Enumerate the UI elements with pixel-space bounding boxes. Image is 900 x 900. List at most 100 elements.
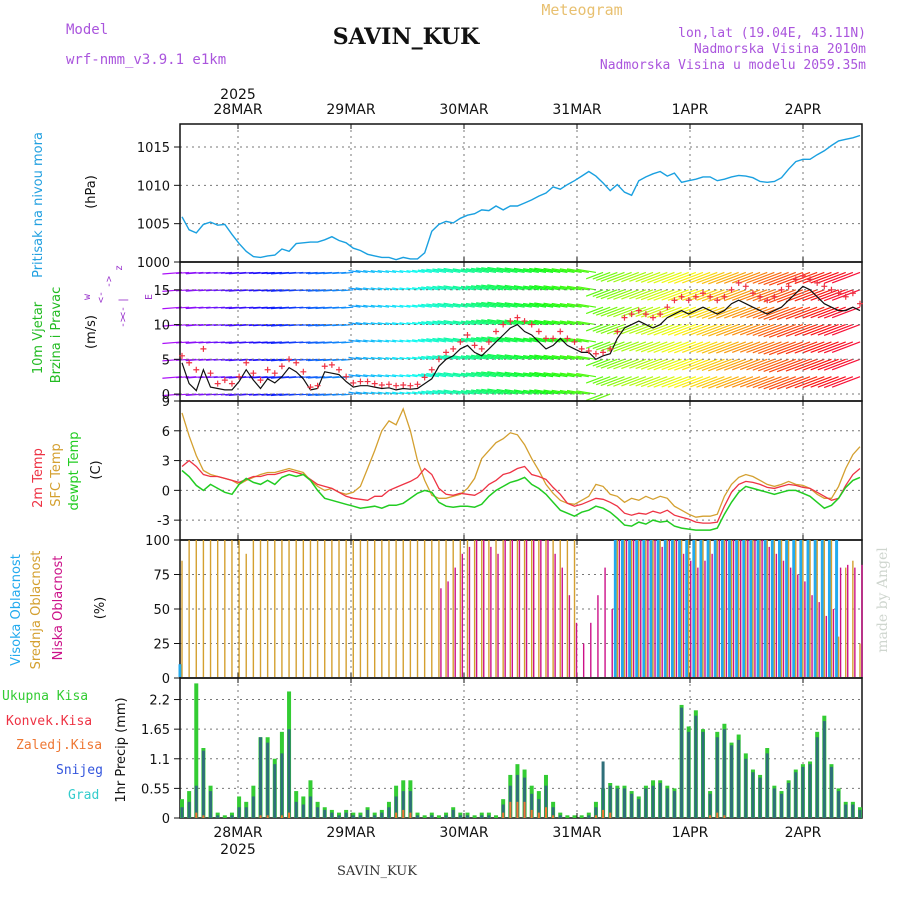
gust-marker	[250, 370, 257, 377]
wind-barb	[661, 289, 689, 301]
wind-barb	[481, 319, 511, 326]
wind-barb	[731, 376, 761, 388]
wind-barb	[432, 268, 454, 274]
snow-precip-bar	[765, 753, 769, 818]
wind-barb	[392, 356, 404, 360]
wind-barb	[667, 271, 697, 284]
gust-marker	[243, 359, 250, 366]
cloud-ylabel-mid: Srednja Oblacnost	[29, 551, 44, 670]
wind-barb	[661, 341, 689, 353]
wind-barb	[443, 337, 468, 343]
wind-barb	[471, 354, 497, 360]
wind-barb	[758, 358, 789, 372]
gust-marker	[200, 345, 207, 352]
wind-barb	[585, 271, 604, 280]
snow-precip-bar	[387, 807, 391, 818]
wind-barb	[496, 267, 525, 274]
wind-barb	[802, 341, 832, 354]
wind-barb	[399, 374, 411, 378]
conv-precip-bar	[709, 815, 712, 818]
wind-barb	[487, 266, 518, 274]
wind-barb	[802, 323, 832, 336]
wind-barb	[696, 306, 725, 319]
wind-panel: 0 5 10 15	[153, 261, 863, 403]
wind-barb	[629, 271, 654, 282]
wind-barb	[487, 371, 518, 378]
gust-marker	[507, 318, 514, 325]
wind-barb	[667, 376, 697, 388]
wind-barbs	[162, 266, 861, 402]
pressure-line	[181, 134, 861, 261]
wind-barb	[600, 358, 625, 369]
gust-marker	[228, 380, 235, 387]
y-tick-label: 6	[162, 425, 170, 440]
wind-barb	[471, 389, 497, 395]
wind-barb	[487, 284, 518, 291]
wind-barb	[600, 323, 625, 335]
wind-barb	[460, 320, 482, 326]
snow-precip-bar	[615, 788, 619, 818]
temp-unit: (C)	[89, 460, 104, 479]
wind-barb	[696, 323, 725, 336]
wind-ylabel: 10m Vjetar	[31, 301, 46, 374]
conv-precip-bar	[537, 812, 540, 818]
wind-barb	[647, 358, 675, 371]
snow-precip-bar	[487, 815, 491, 818]
wind-barb	[529, 320, 554, 326]
wind-barb	[716, 376, 747, 389]
wind-barb	[585, 323, 604, 332]
wind-barb	[724, 376, 754, 389]
wind-barb	[426, 320, 447, 326]
gust-marker	[821, 283, 828, 290]
wind-barb	[406, 270, 418, 274]
wind-barb	[817, 306, 846, 319]
wind-barb	[621, 376, 647, 387]
precip-legend-snow: Snijeg	[56, 763, 103, 778]
snow-precip-bar	[401, 791, 405, 818]
wind-barb	[377, 339, 390, 343]
snow-precip-bar	[366, 809, 370, 818]
top-date-label: 28MAR	[213, 102, 262, 118]
cloud-bars	[178, 540, 863, 677]
wind-barb	[529, 389, 554, 395]
wind-barb	[341, 306, 354, 309]
y-tick-label: 50	[153, 603, 170, 618]
wind-barb	[426, 285, 447, 291]
snow-precip-bar	[237, 807, 241, 818]
wind-barb	[504, 336, 532, 343]
wind-barb	[432, 390, 454, 395]
wind-barb	[523, 372, 547, 378]
bottom-date-label: 2APR	[785, 825, 822, 841]
wind-barb	[823, 341, 854, 354]
conv-precip-bar	[402, 809, 405, 818]
snow-precip-bar	[458, 815, 462, 818]
y-tick-label: -3	[157, 514, 170, 529]
conv-precip-bar	[723, 815, 726, 818]
wind-barb	[613, 376, 639, 387]
wind-barb	[613, 358, 639, 370]
top-date-labels: 28MAR 29MAR 30MAR 31MAR 1APR 2APR	[213, 102, 821, 118]
wind-barb	[810, 341, 839, 354]
wind-barb	[785, 271, 818, 285]
gust-marker	[421, 374, 428, 381]
wind-barb	[785, 323, 818, 337]
gust-marker	[328, 361, 335, 368]
wind-barb	[496, 301, 525, 308]
wind-barb	[529, 337, 554, 343]
wind-barb	[592, 341, 611, 350]
wind-barb	[363, 304, 375, 308]
wind-barb	[443, 302, 468, 308]
wind-barb	[690, 376, 718, 388]
wind-barb	[667, 306, 697, 319]
wind-barb	[763, 306, 796, 320]
wind-barb	[363, 269, 375, 274]
wind-barb	[476, 284, 504, 291]
gust-marker	[685, 297, 692, 304]
gust-marker	[385, 381, 392, 388]
wind-barb	[443, 320, 468, 326]
wind-barb	[452, 268, 475, 274]
wind-direction-glyph: w	[82, 293, 93, 300]
snow-precip-bar	[180, 807, 184, 818]
wind-barb	[690, 271, 718, 284]
y-tick-label: 0.55	[141, 782, 170, 797]
